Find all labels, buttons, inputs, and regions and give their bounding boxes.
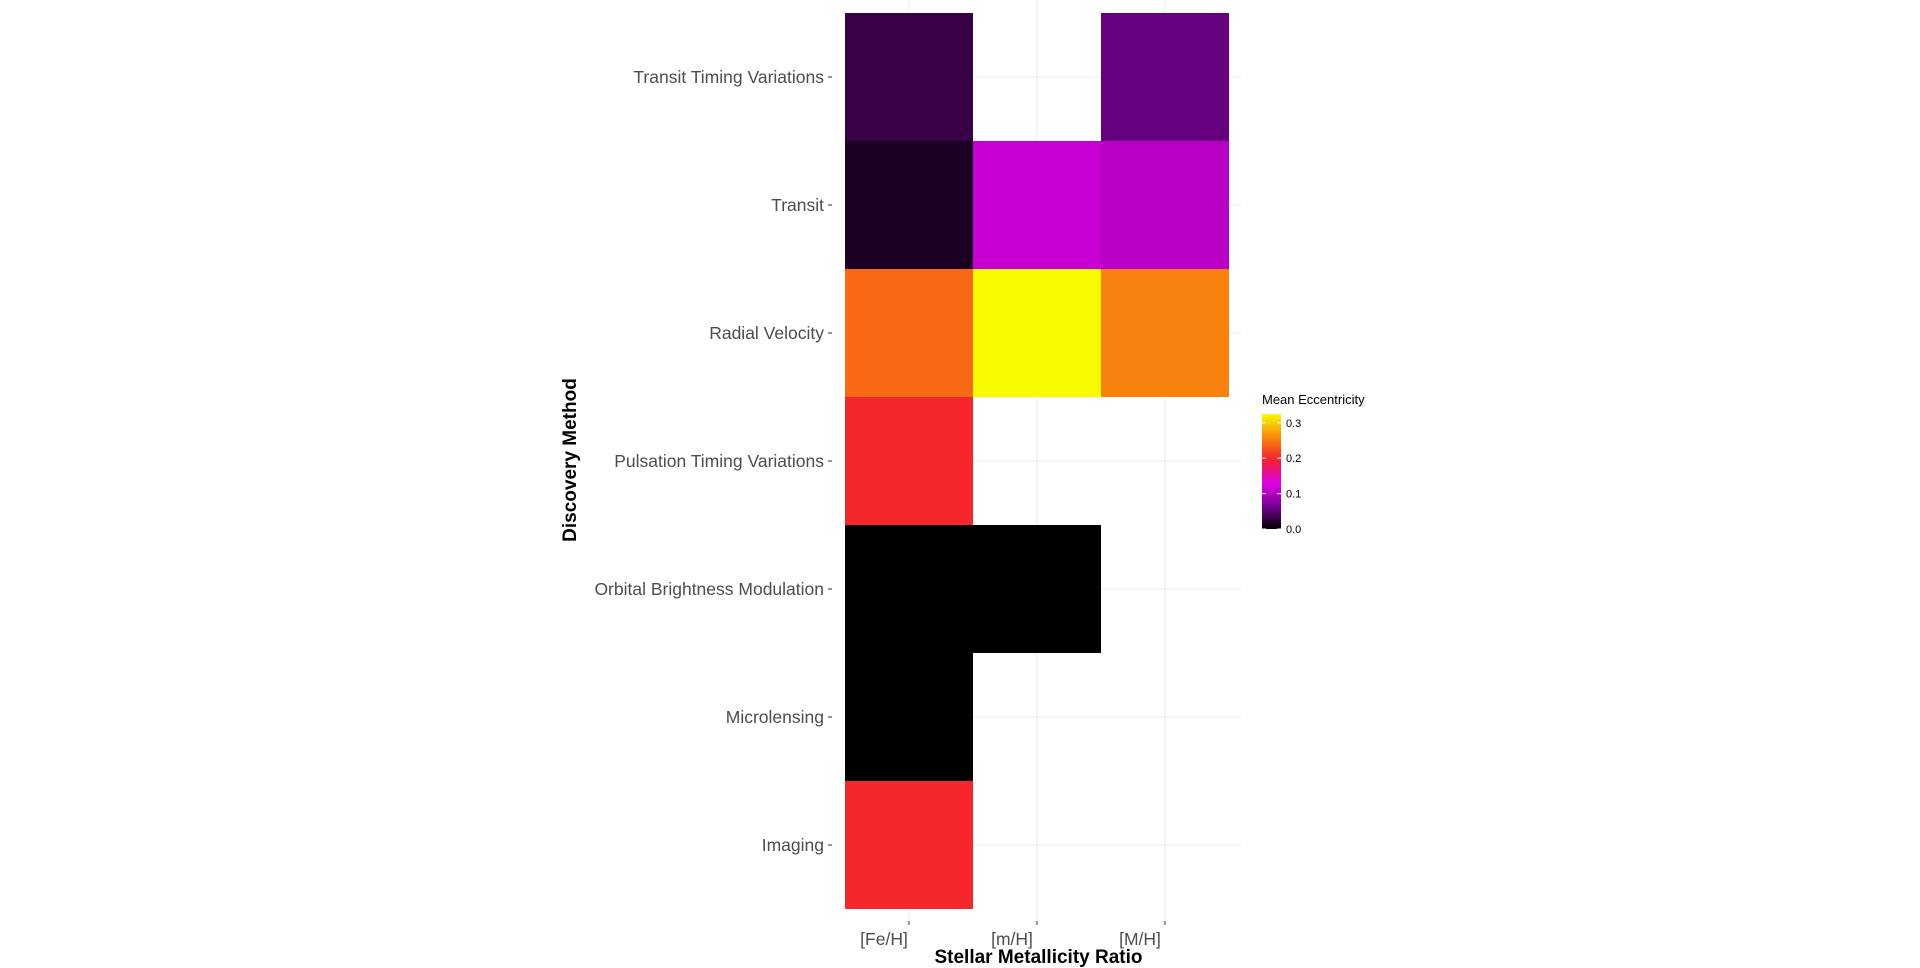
y-tick-label-transit-timing-variations: Transit Timing Variations: [633, 67, 824, 87]
heatmap-cell-transit-m-h: [973, 141, 1101, 269]
legend-break-label-3: 0.3: [1286, 418, 1301, 430]
x-axis: [Fe/H] [m/H] [M/H]: [860, 921, 1166, 949]
heatmap-cell-transit-timing-variations-fe-h: [845, 13, 973, 141]
heatmap-cell-transit-timing-variations-m-h: [1101, 13, 1229, 141]
legend-title: Mean Eccentricity: [1262, 392, 1365, 407]
x-tick-label-fe-h: [Fe/H]: [860, 929, 908, 949]
heatmap-cell-transit-m-h: [1101, 141, 1229, 269]
heatmap-cell-microlensing-fe-h: [845, 653, 973, 781]
x-tick-label-m-h: [m/H]: [991, 929, 1033, 949]
heatmap-cell-radial-velocity-fe-h: [845, 269, 973, 397]
x-tick-label-m-h: [M/H]: [1119, 929, 1161, 949]
heatmap-cell-orbital-brightness-modulation-fe-h: [845, 525, 973, 653]
y-tick-label-radial-velocity: Radial Velocity: [709, 323, 824, 343]
legend-break-label-2: 0.2: [1286, 453, 1301, 465]
y-tick-label-orbital-brightness-modulation: Orbital Brightness Modulation: [594, 579, 824, 599]
y-tick-label-transit: Transit: [771, 195, 824, 215]
x-axis-title: Stellar Metallicity Ratio: [934, 947, 1142, 968]
y-tick-label-pulsation-timing-variations: Pulsation Timing Variations: [614, 451, 824, 471]
y-tick-label-imaging: Imaging: [762, 835, 824, 855]
heatmap-cell-imaging-fe-h: [845, 781, 973, 909]
heatmap-cell-orbital-brightness-modulation-m-h: [973, 525, 1101, 653]
heatmap-cell-radial-velocity-m-h: [1101, 269, 1229, 397]
heatmap-cells: [845, 13, 1229, 909]
heatmap-cell-transit-fe-h: [845, 141, 973, 269]
legend: Mean Eccentricity 0.0 0.1 0.2 0.3: [1262, 392, 1365, 536]
y-tick-label-microlensing: Microlensing: [726, 707, 824, 727]
y-axis-title: Discovery Method: [560, 378, 581, 542]
legend-break-label-1: 0.1: [1286, 489, 1301, 501]
legend-colorbar: [1262, 414, 1281, 529]
heatmap-cell-pulsation-timing-variations-fe-h: [845, 397, 973, 525]
legend-break-label-0: 0.0: [1286, 524, 1301, 536]
heatmap-cell-radial-velocity-m-h: [973, 269, 1101, 397]
y-axis: Imaging Microlensing Orbital Brightness Mo…: [594, 67, 832, 855]
